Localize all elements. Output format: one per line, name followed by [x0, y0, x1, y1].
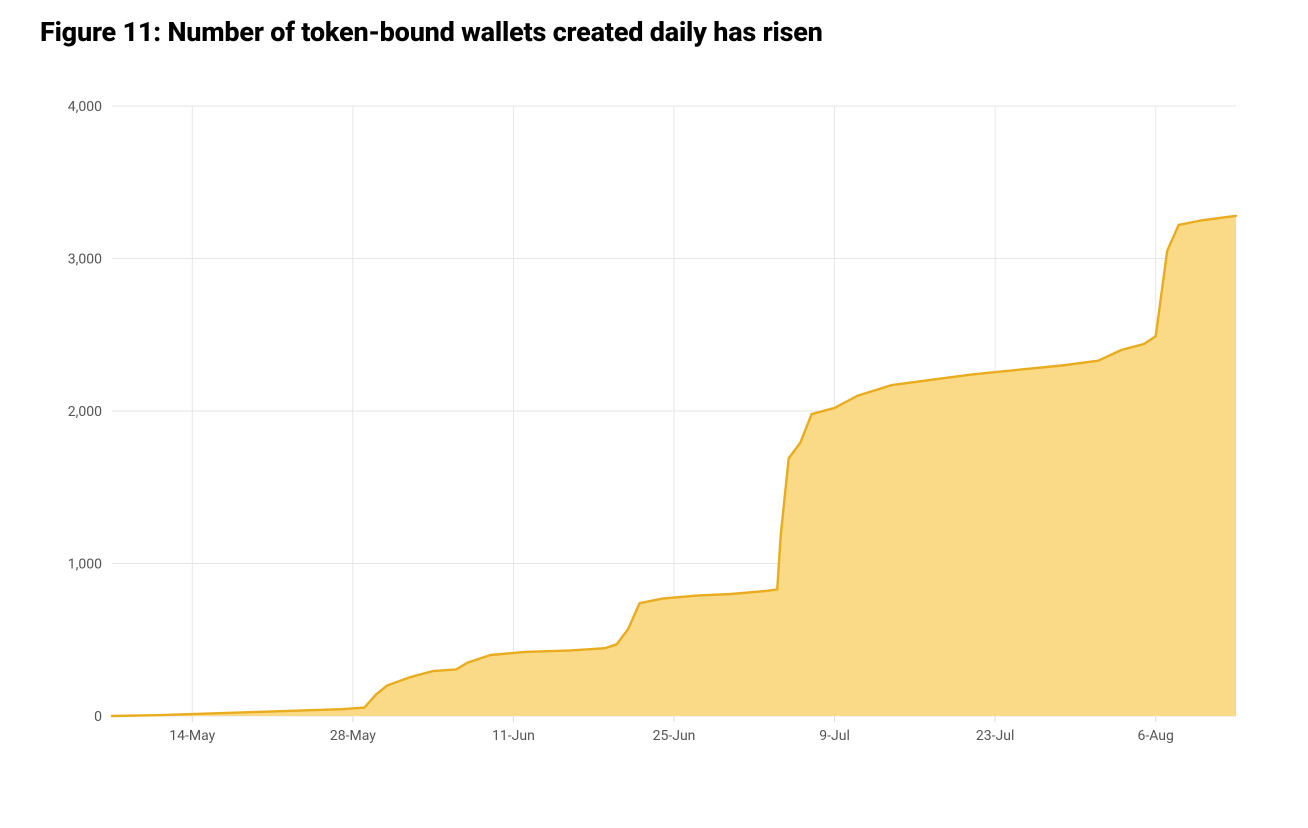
ytick-label: 0 — [94, 709, 102, 725]
area-chart-svg: 0 1,000 2,000 3,000 4,000 14-May 28-May 11-Jun 2… — [40, 66, 1268, 766]
xtick-label: 14-May — [169, 728, 215, 744]
xtick-label: 25-Jun — [653, 728, 696, 744]
figure-title: Figure 11: Number of token-bound wallets… — [40, 16, 1276, 48]
ytick-label: 2,000 — [68, 404, 102, 420]
figure-container: Figure 11: Number of token-bound wallets… — [0, 0, 1308, 828]
ytick-label: 3,000 — [68, 252, 102, 268]
ytick-label: 4,000 — [68, 99, 102, 115]
xtick-label: 6-Aug — [1138, 728, 1174, 744]
xtick-label: 28-May — [330, 728, 376, 744]
ytick-label: 1,000 — [68, 557, 102, 573]
chart-area: 0 1,000 2,000 3,000 4,000 14-May 28-May 11-Jun 2… — [40, 66, 1276, 786]
xtick-label: 11-Jun — [492, 728, 535, 744]
xtick-label: 9-Jul — [819, 728, 850, 744]
xtick-label: 23-Jul — [976, 728, 1014, 744]
